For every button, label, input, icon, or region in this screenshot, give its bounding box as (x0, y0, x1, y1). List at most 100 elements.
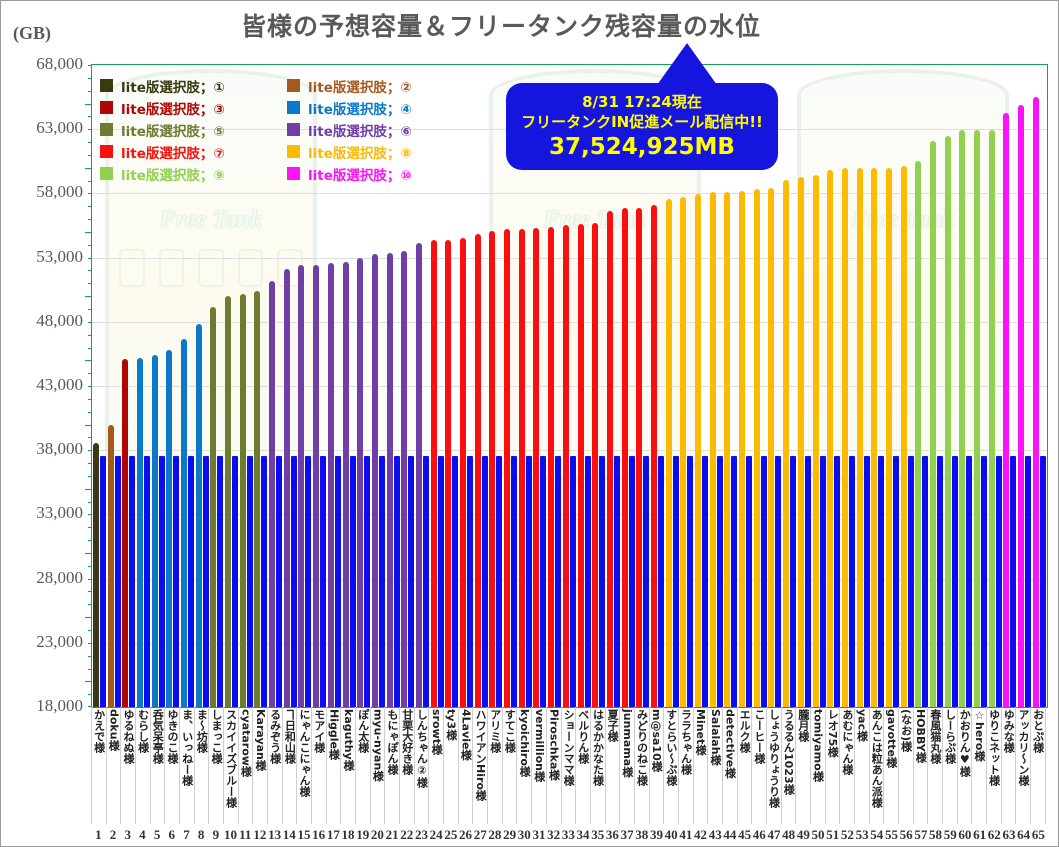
y-minor-tick (88, 206, 91, 208)
x-axis-number-labels: 1 2 3 4 5 6 7 8 9 10 11 12 13 14 15 16 17 18 19 20 21 22 23 24 2… (91, 827, 1046, 843)
free-tank-watermark-label: Free Tank (159, 207, 263, 233)
free-tank-level-bar (863, 456, 870, 707)
free-tank-level-bar (408, 456, 415, 707)
y-major-tick (85, 617, 91, 619)
y-minor-tick (88, 129, 91, 131)
free-tank-level-bar (775, 456, 782, 707)
free-tank-level-bar (790, 456, 797, 707)
prediction-bar (695, 194, 702, 707)
bar-number-label: 36 (605, 827, 619, 842)
user-name-label: ショーンママ様 (562, 709, 576, 786)
bar-number-label: 24 (429, 827, 443, 842)
prediction-bar (783, 179, 790, 707)
bar-number-label: 63 (1002, 827, 1016, 842)
prediction-bar (974, 129, 981, 707)
user-name-label: Karayan様 (254, 709, 267, 771)
free-tank-level-bar (393, 456, 400, 707)
free-tank-level-bar (555, 456, 562, 707)
prediction-bar (371, 253, 378, 707)
free-tank-level-bar (687, 456, 694, 707)
prediction-bar (313, 265, 320, 707)
x-label-cell: 甘栗大好き様 (400, 707, 415, 824)
free-tank-level-bar (804, 456, 811, 707)
prediction-bar (504, 228, 511, 707)
legend-swatch-icon (100, 101, 113, 114)
bar-pair (239, 65, 254, 707)
legend: lite版選択肢；① lite版選択肢；② lite版選択肢；③ lite版選択肢；④… (100, 78, 474, 184)
user-name-label: しんちゃん②様 (415, 709, 429, 788)
bar-number-label: 20 (370, 827, 384, 842)
bar-pair (856, 65, 871, 707)
bar-pair (224, 65, 239, 707)
y-major-tick (85, 296, 91, 298)
free-tank-level-bar (951, 456, 958, 707)
user-name-label: kaguthy様 (342, 709, 356, 771)
bar-number-label: 34 (576, 827, 590, 842)
user-name-label: junmama様 (620, 709, 634, 778)
bar-pair (415, 65, 430, 707)
bar-number-label: 57 (914, 827, 928, 842)
prediction-bar (298, 265, 305, 707)
user-name-label: Minet様 (694, 709, 708, 756)
bar-number-label: 4 (139, 827, 146, 842)
prediction-bar (1018, 104, 1025, 707)
y-axis-tick-label: 18,000 (36, 696, 83, 715)
bar-pair (885, 65, 900, 707)
bar-pair (312, 65, 327, 707)
user-name-label: ゆるねぬ様 (121, 709, 135, 764)
free-tank-level-bar (129, 456, 136, 707)
y-axis-tick-label: 28,000 (36, 567, 83, 587)
bar-pair (870, 65, 885, 707)
bar-number-label: 49 (796, 827, 810, 842)
user-name-label: ゆきのこ様 (165, 709, 179, 764)
bar-number-label: 35 (591, 827, 605, 842)
x-label-cell: ぽん太様 (356, 707, 371, 824)
free-tank-level-bar (672, 456, 679, 707)
y-minor-tick (88, 193, 91, 195)
bar-number-label: 30 (517, 827, 531, 842)
prediction-bar (386, 252, 393, 707)
prediction-bar (254, 291, 261, 707)
x-label-cell: ま、いっねー様 (180, 707, 195, 824)
gridline (92, 450, 1047, 452)
bar-pair (180, 65, 195, 707)
free-tank-level-bar (760, 456, 767, 707)
bar-number-label: 5 (153, 827, 161, 842)
bar-number-label: 39 (649, 827, 663, 842)
x-label-cell: gavotte様 (884, 707, 899, 824)
legend-swatch-icon (100, 79, 113, 92)
legend-swatch-icon (100, 145, 113, 158)
prediction-bar (225, 296, 232, 707)
bar-pair (562, 65, 577, 707)
bar-number-label: 61 (973, 827, 987, 842)
x-label-cell: スカイイズブルー様 (224, 707, 239, 824)
x-label-cell: Higgle様 (327, 707, 342, 824)
y-minor-tick (88, 154, 91, 156)
user-name-label: しまっこ様 (209, 709, 223, 764)
bar-number-label: 32 (547, 827, 561, 842)
x-label-cell: Karayan様 (253, 707, 269, 824)
y-minor-tick (88, 591, 91, 593)
prediction-bar (357, 257, 364, 707)
user-name-label: アッカリ～ン様 (1016, 709, 1030, 786)
bar-number-label: 46 (752, 827, 766, 842)
y-minor-tick (88, 411, 91, 413)
bar-number-label: 8 (197, 827, 205, 842)
free-tank-level-bar (437, 456, 444, 707)
bar-number-label: 19 (356, 827, 370, 842)
prediction-bar (768, 188, 775, 707)
x-label-cell: にゃんこにゃん様 (297, 707, 313, 824)
bar-number-label: 6 (168, 827, 176, 842)
user-name-label: 甘栗大好き様 (400, 709, 414, 775)
x-label-cell: むらし様 (136, 707, 151, 824)
x-label-cell: vermillion様 (532, 707, 547, 824)
free-tank-level-bar (716, 456, 723, 707)
y-major-tick (85, 681, 91, 683)
bar-pair (92, 65, 107, 707)
bar-pair (459, 65, 474, 707)
bar-number-label: 44 (723, 827, 737, 842)
prediction-bar (518, 228, 525, 707)
prediction-bar (592, 222, 599, 707)
bar-number-label: 25 (444, 827, 458, 842)
